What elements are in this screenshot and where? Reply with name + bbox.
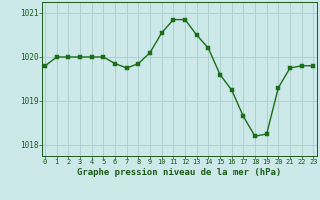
X-axis label: Graphe pression niveau de la mer (hPa): Graphe pression niveau de la mer (hPa) [77,168,281,177]
